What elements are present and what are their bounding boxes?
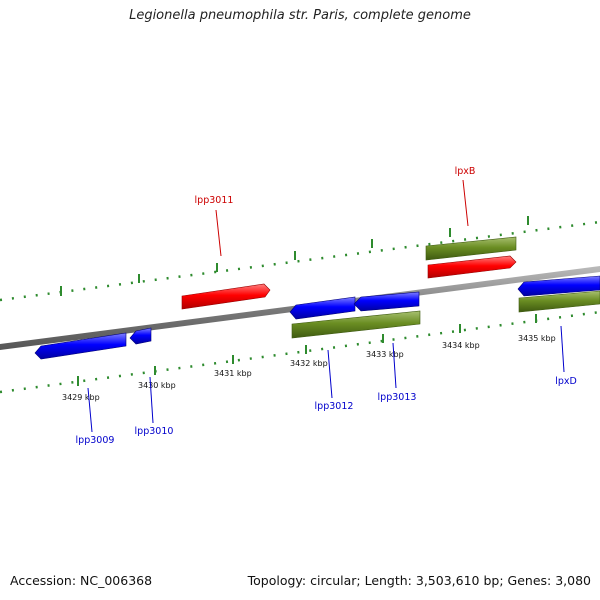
gene-label-lpp3010: lpp3010 [135, 426, 174, 437]
gene-label-lpp3011: lpp3011 [195, 195, 234, 206]
gene-lpxB-arrow[interactable] [427, 255, 517, 279]
gene-label-lpxD: lpxD [555, 376, 577, 387]
lower-tick-track [0, 310, 600, 394]
tick-label-3429: 3429 kbp [62, 393, 100, 402]
upper-tick-track [0, 216, 600, 302]
gene-lpp3012-arrow[interactable] [289, 296, 356, 320]
tick-label-3430: 3430 kbp [138, 381, 176, 390]
tick-label-3434: 3434 kbp [442, 341, 480, 350]
accession-text: Accession: NC_006368 [10, 573, 153, 588]
tick-label-3433: 3433 kbp [366, 350, 404, 359]
cds-lpxD-bar[interactable] [518, 290, 600, 313]
gene-label-lpp3009: lpp3009 [76, 435, 115, 446]
tick-label-3432: 3432 kbp [290, 359, 328, 368]
gene-lpp3009-arrow[interactable] [34, 332, 127, 360]
tick-label-3435: 3435 kbp [518, 334, 556, 343]
map-title: Legionella pneumophila str. Paris, compl… [129, 8, 471, 23]
gene-lpxD-arrow[interactable] [517, 275, 600, 297]
gene-label-lpxB: lpxB [455, 166, 476, 177]
gene-lpp3010-arrow[interactable] [129, 327, 152, 345]
gene-lpp3013-arrow[interactable] [353, 291, 420, 312]
gene-lpp3011-arrow[interactable] [181, 283, 271, 310]
genome-info-text: Topology: circular; Length: 3,503,610 bp… [247, 573, 591, 588]
cds-lpxB-bar[interactable] [425, 236, 517, 261]
gene-label-lpp3012: lpp3012 [315, 401, 354, 412]
cds-lpp3012-lpp3013-bar[interactable] [291, 310, 421, 339]
label-leaders [87, 179, 565, 433]
tick-label-3431: 3431 kbp [214, 369, 252, 378]
gene-label-lpp3013: lpp3013 [378, 392, 417, 403]
